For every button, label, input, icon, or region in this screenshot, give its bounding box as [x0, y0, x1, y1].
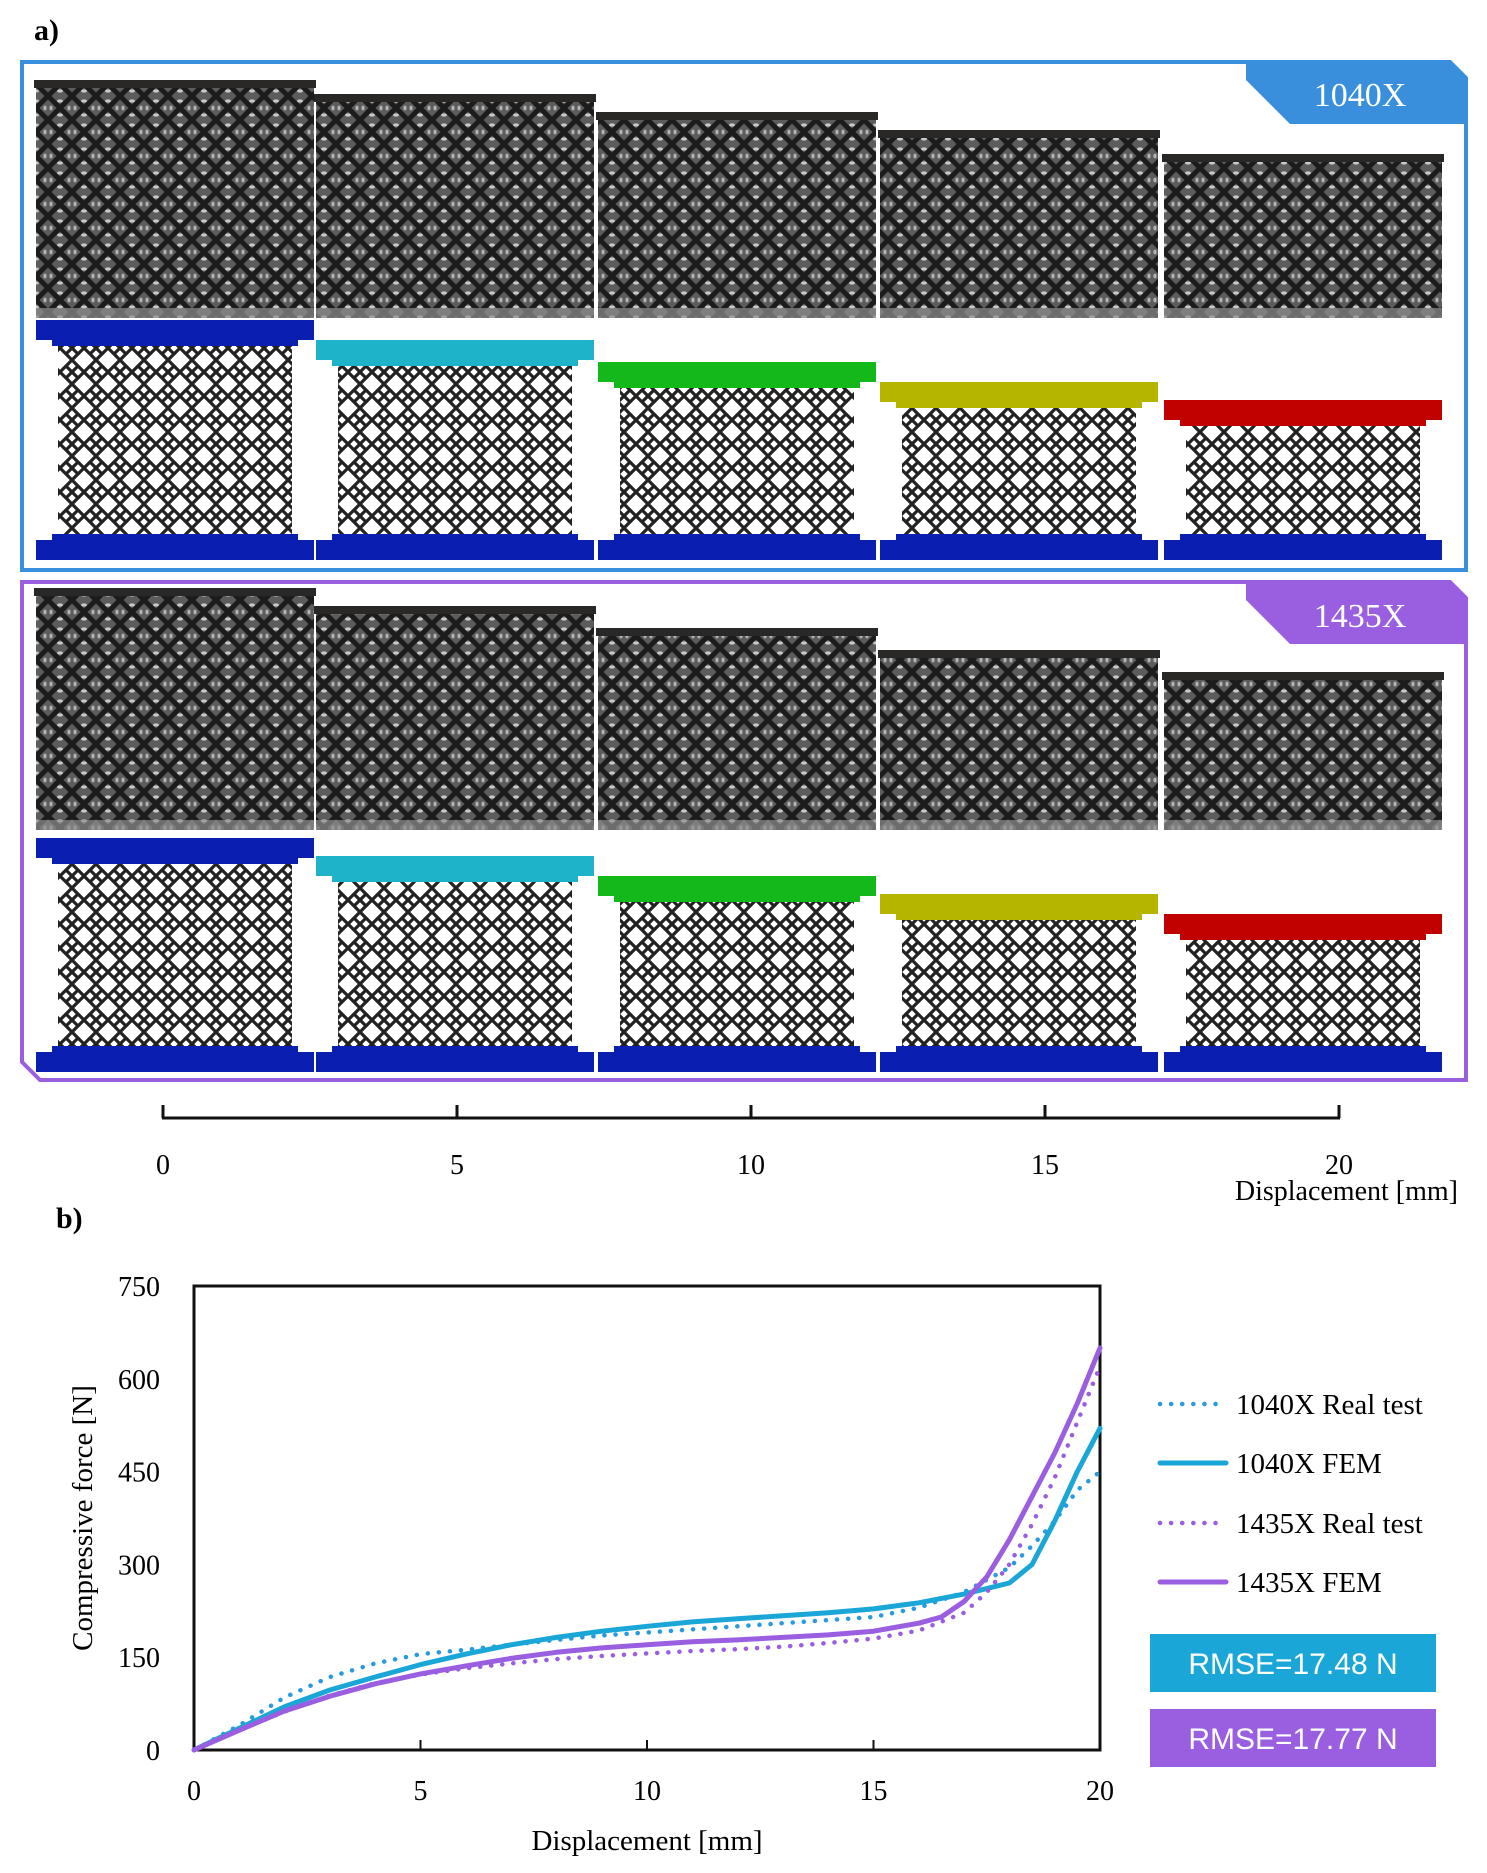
photo-1435x-1 — [314, 606, 596, 830]
y-tick-label-750: 750 — [118, 1272, 160, 1303]
fem-1435x-2 — [598, 876, 876, 1072]
fem-1435x-4 — [1164, 914, 1442, 1072]
panel-a-tick-label-10: 10 — [737, 1150, 765, 1181]
x-tick-label-0: 0 — [187, 1776, 201, 1807]
fem-1040x-4 — [1164, 400, 1442, 560]
panel-a-tick-label-15: 15 — [1031, 1150, 1059, 1181]
photo-1435x-0 — [34, 588, 316, 830]
plot-area — [192, 1284, 1102, 1752]
series-line-0 — [191, 1469, 1103, 1753]
rmse-badge-1040x: RMSE=17.48 N — [1150, 1634, 1436, 1692]
photo-1040x-2 — [596, 112, 878, 318]
x-tick-label-10: 10 — [633, 1776, 661, 1807]
group-label-1435x: 1435X — [1314, 598, 1407, 635]
group-frame-1435x: 1435X — [20, 580, 1468, 1082]
x-tick-label-20: 20 — [1086, 1776, 1114, 1807]
photo-1435x-4 — [1162, 672, 1444, 830]
y-tick-label-600: 600 — [118, 1365, 160, 1396]
panel-a-tick-label-5: 5 — [450, 1150, 464, 1181]
panel-a-label: a) — [34, 14, 59, 47]
photo-1040x-4 — [1162, 154, 1444, 318]
photo-1040x-1 — [314, 94, 596, 318]
chart-series — [191, 1345, 1103, 1753]
rmse-badge-1435x-text: RMSE=17.77 N — [1188, 1723, 1397, 1756]
series-line-1 — [191, 1425, 1103, 1753]
y-tick-label-150: 150 — [118, 1643, 160, 1674]
rmse-badge-1435x-bg — [1150, 1709, 1436, 1767]
fem-1435x-1 — [316, 856, 594, 1072]
photo-1435x-3 — [878, 650, 1160, 830]
x-tick-label-5: 5 — [414, 1776, 428, 1807]
deformation-snapshots — [34, 80, 1444, 1072]
panel-a-tick-label-20: 20 — [1325, 1150, 1353, 1181]
photo-1040x-0 — [34, 80, 316, 318]
panel-b-label: b) — [56, 1202, 83, 1235]
force-displacement-chart: 0 150 300 450 600 750 0 5 10 15 20 Displacement [… — [67, 1272, 1423, 1857]
group-border-1435x — [20, 580, 1468, 1082]
fem-1040x-2 — [598, 362, 876, 560]
photo-1435x-2 — [596, 628, 878, 830]
group-frame-1040x: 1040X — [20, 60, 1468, 572]
fem-1040x-3 — [880, 382, 1158, 560]
rmse-badge-1040x-text: RMSE=17.48 N — [1188, 1648, 1397, 1681]
y-tick-label-300: 300 — [118, 1550, 160, 1581]
series-line-3 — [191, 1345, 1103, 1753]
chart-legend: 1040X Real test 1040X FEM 1435X Real test 1… — [1157, 1389, 1423, 1599]
fem-1040x-0 — [36, 320, 314, 560]
y-tick-label-0: 0 — [146, 1736, 160, 1767]
photo-1040x-3 — [878, 130, 1160, 318]
fem-1435x-3 — [880, 894, 1158, 1072]
fem-1435x-0 — [36, 838, 314, 1072]
rmse-badge-1040x-bg — [1150, 1634, 1436, 1692]
group-border-1040x — [20, 60, 1468, 572]
group-tab-1435x — [1246, 582, 1466, 644]
rmse-badge-1435x: RMSE=17.77 N — [1150, 1709, 1436, 1767]
series-line-2 — [191, 1364, 1103, 1753]
x-axis-title: Displacement [mm] — [531, 1825, 762, 1857]
legend-label-1: 1040X FEM — [1236, 1448, 1382, 1480]
panel-a-axis: 0 5 10 15 20 Displacement [mm] — [156, 1105, 1458, 1207]
panel-a-tick-label-0: 0 — [156, 1150, 170, 1181]
panel-a-axis-title: Displacement [mm] — [1235, 1176, 1458, 1207]
y-axis-ticks: 0 150 300 450 600 750 — [118, 1272, 160, 1767]
group-label-1040x: 1040X — [1314, 77, 1407, 114]
fem-1040x-1 — [316, 340, 594, 560]
y-axis-title: Compressive force [N] — [67, 1385, 99, 1651]
legend-label-2: 1435X Real test — [1236, 1508, 1423, 1540]
y-tick-label-450: 450 — [118, 1458, 160, 1489]
group-tab-1040x — [1246, 62, 1466, 124]
x-axis-ticks: 0 5 10 15 20 — [187, 1740, 1114, 1807]
legend-label-0: 1040X Real test — [1236, 1389, 1423, 1421]
legend-label-3: 1435X FEM — [1236, 1567, 1382, 1599]
x-tick-label-15: 15 — [860, 1776, 888, 1807]
